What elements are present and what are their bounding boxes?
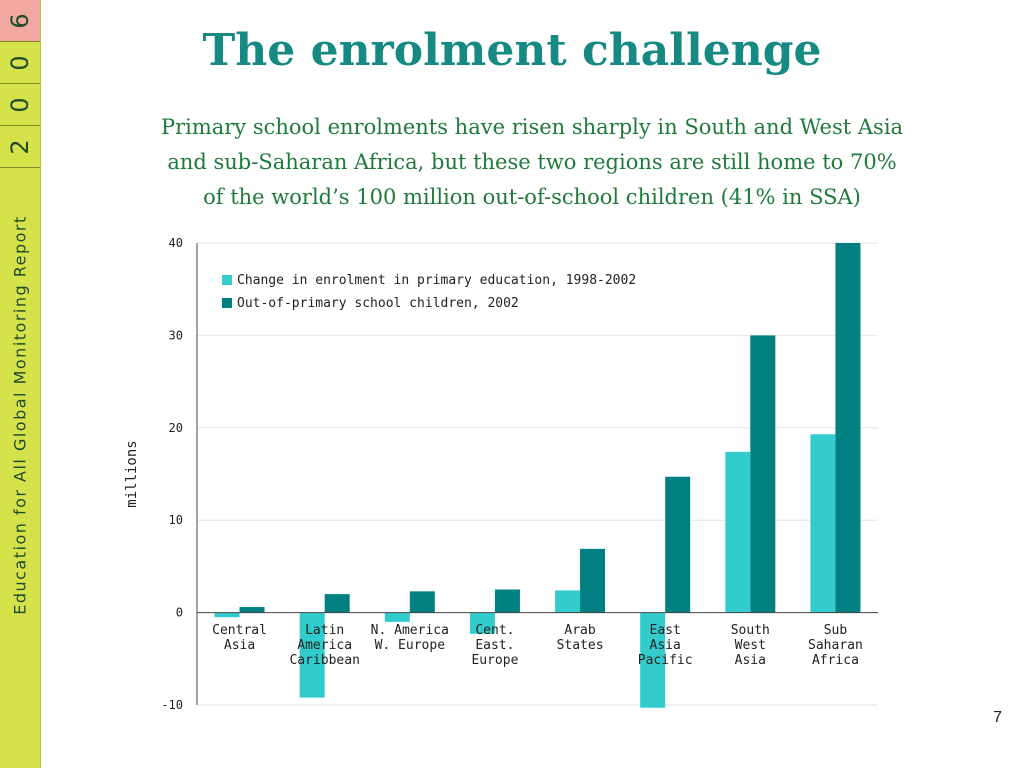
x-tick-label: W. Europe [375,638,446,653]
bar-2 [494,589,520,613]
y-tick-label: 0 [176,606,183,620]
x-tick-label: States [557,638,604,653]
legend-swatch [222,275,232,285]
x-tick-label: America [297,638,352,653]
bar-2 [324,594,350,613]
y-tick-label: 10 [169,513,183,527]
year-digit-box: 2 [0,126,40,168]
slide-subtitle: Primary school enrolments have risen sha… [90,110,974,215]
x-tick-label: Asia [650,638,681,653]
x-tick-label: South [731,623,770,638]
y-tick-label: 30 [169,328,183,342]
x-tick-label: East [650,623,681,638]
x-tick-label: Arab [564,623,595,638]
y-tick-label: 20 [169,421,183,435]
x-tick-label: Central [212,623,267,638]
page-number: 7 [993,709,1002,726]
x-tick-label: East. [475,638,514,653]
x-tick-label: Pacific [638,653,693,668]
bar-1 [640,612,666,708]
bar-1 [384,612,410,622]
y-tick-label: -10 [161,698,183,712]
bar-1 [810,434,836,613]
bar-2 [835,243,861,613]
bar-1 [725,451,751,613]
sidebar: 6 0 0 2 Education for All Global Monitor… [0,0,41,768]
bar-2 [409,591,435,613]
y-tick-label: 40 [169,236,183,250]
legend-swatch [222,298,232,308]
bar-1 [555,590,581,613]
subtitle-line: Primary school enrolments have risen sha… [160,115,904,139]
x-tick-label: Europe [471,653,518,668]
bar-1 [299,612,325,698]
x-tick-label: Asia [224,638,255,653]
year-digit-box: 0 [0,84,40,126]
x-tick-label: N. America [371,623,449,638]
year-digit-box: 0 [0,42,40,84]
subtitle-line: and sub-Saharan Africa, but these two re… [167,150,897,174]
x-tick-label: West [735,638,766,653]
x-tick-label: Cent. [475,623,514,638]
legend-label: Change in enrolment in primary education… [237,273,636,288]
slide-title: The enrolment challenge [202,25,822,76]
x-tick-label: Sub [824,623,848,638]
x-tick-label: Africa [812,653,859,668]
bar-2 [750,335,776,613]
bar-2 [665,476,691,613]
bar-1 [469,612,495,634]
y-axis-label: millions [124,440,140,507]
year-digit-box: 6 [0,0,40,42]
x-tick-label: Asia [735,653,766,668]
subtitle-line: of the world’s 100 million out-of-school… [203,185,861,209]
bar-2 [239,607,265,613]
legend-label: Out-of-primary school children, 2002 [237,296,519,311]
bar-2 [580,548,606,613]
x-tick-label: Saharan [808,638,863,653]
x-tick-label: Latin [305,623,344,638]
x-tick-label: Caribbean [289,653,359,668]
bar-1 [214,612,240,618]
